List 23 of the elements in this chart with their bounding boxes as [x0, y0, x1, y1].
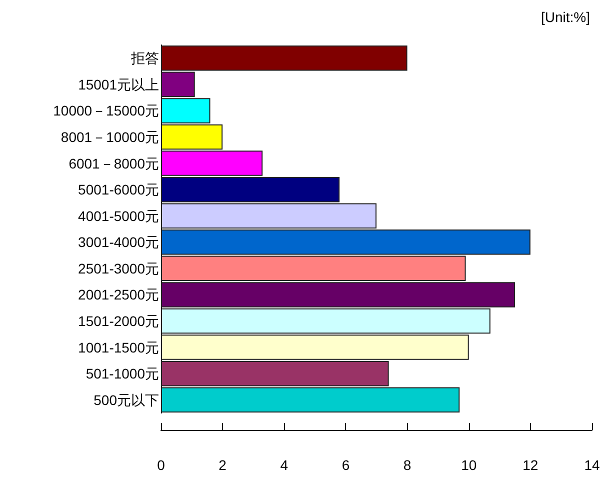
y-tick-label: 500元以下 — [94, 392, 159, 408]
x-tick-label: 10 — [461, 457, 477, 473]
y-tick-label: 10000－15000元 — [53, 102, 159, 119]
text: [Unit:%] — [540, 9, 590, 25]
x-tick-label: 2 — [218, 457, 227, 473]
x-tick-label: 4 — [280, 457, 288, 473]
y-tick-label: 1001-1500元 — [78, 339, 159, 356]
x-tick-label: 0 — [157, 457, 166, 473]
y-tick-label: 2001-2500元 — [78, 286, 159, 303]
x-tick-label: 8 — [403, 457, 412, 473]
y-tick-label: 501-1000元 — [86, 366, 159, 382]
y-tick-label: 5001-6000元 — [78, 182, 159, 198]
y-tick-label: 拒答 — [130, 50, 159, 66]
y-tick-label: 2501-3000元 — [78, 260, 159, 276]
x-tick-label: 12 — [522, 457, 538, 473]
y-tick-label: 6001－8000元 — [68, 155, 159, 172]
y-tick-label: 15001元以上 — [78, 76, 159, 92]
y-tick-label: 1501-2000元 — [78, 313, 159, 329]
y-tick-label: 4001-5000元 — [78, 208, 159, 224]
x-tick-label: 14 — [584, 457, 600, 473]
y-tick-label: 8001－10000元 — [60, 129, 159, 145]
x-tick-label: 6 — [342, 457, 350, 473]
y-tick-label: 3001-4000元 — [78, 234, 159, 250]
